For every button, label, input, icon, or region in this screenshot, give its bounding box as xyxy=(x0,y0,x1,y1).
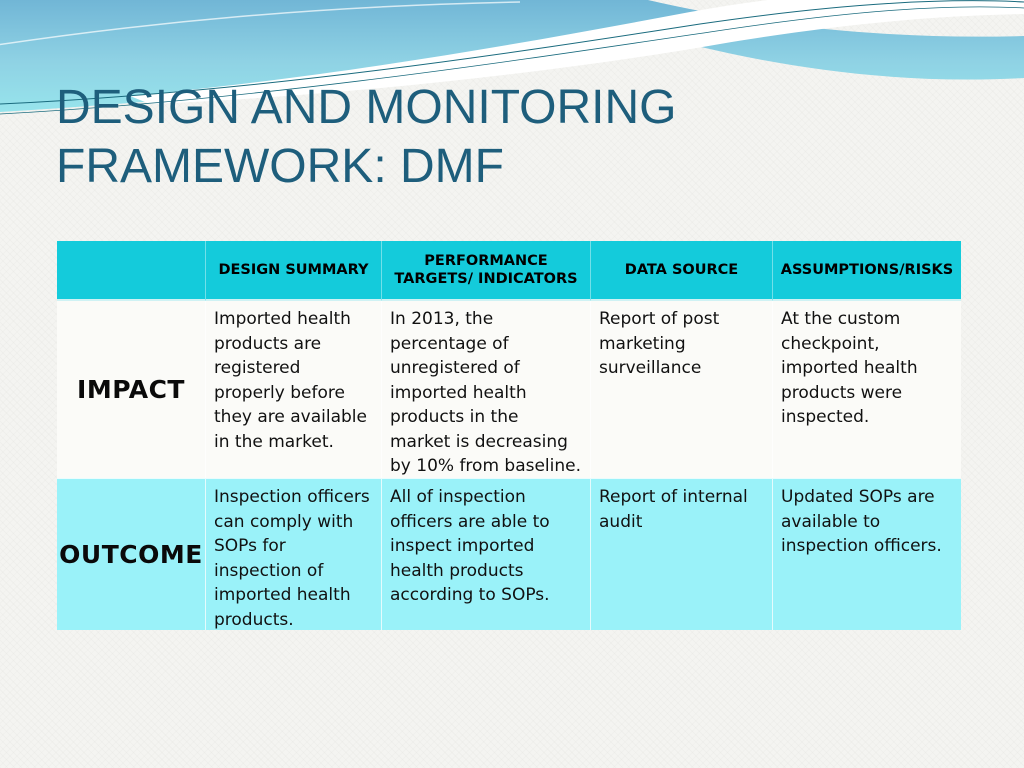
outcome-row-label-cell: OUTCOME xyxy=(57,478,205,630)
header-label: DESIGN SUMMARY xyxy=(218,262,369,278)
outcome-data-source-cell: Report of internal audit xyxy=(590,478,772,630)
outcome-performance-cell: All of inspection officers are able to i… xyxy=(381,478,590,630)
impact-row-label-cell: IMPACT xyxy=(57,301,205,478)
wave-white-swoosh xyxy=(130,0,1024,104)
slide-title: DESIGN AND MONITORING FRAMEWORK: DMF xyxy=(56,78,776,196)
outcome-assumptions-cell: Updated SOPs are available to inspection… xyxy=(772,478,961,630)
wave-thin-line-1 xyxy=(0,0,1024,105)
impact-assumptions-cell: At the custom checkpoint, imported healt… xyxy=(772,301,961,478)
wave-thin-line-2 xyxy=(0,6,1024,115)
dmf-table: DESIGN SUMMARY PERFORMANCE TARGETS/ INDI… xyxy=(57,241,961,630)
header-cell-performance-targets: PERFORMANCE TARGETS/ INDICATORS xyxy=(381,241,590,301)
header-cell-assumptions-risks: ASSUMPTIONS/RISKS xyxy=(772,241,961,301)
impact-data-source-cell: Report of post marketing surveillance xyxy=(590,301,772,478)
header-cell-row-label xyxy=(57,241,205,301)
header-label: ASSUMPTIONS/RISKS xyxy=(780,262,954,278)
header-cell-data-source: DATA SOURCE xyxy=(590,241,772,301)
header-label: PERFORMANCE TARGETS/ INDICATORS xyxy=(394,253,578,287)
slide-title-line-2: FRAMEWORK: DMF xyxy=(56,140,504,193)
header-cell-design-summary: DESIGN SUMMARY xyxy=(205,241,381,301)
header-label: DATA SOURCE xyxy=(624,262,739,278)
impact-performance-cell: In 2013, the percentage of unregistered … xyxy=(381,301,590,478)
impact-design-summary-cell: Imported health products are registered … xyxy=(205,301,381,478)
slide-title-line-1: DESIGN AND MONITORING xyxy=(56,81,677,134)
outcome-design-summary-cell: Inspection officers can comply with SOPs… xyxy=(205,478,381,630)
wave-white-arc xyxy=(0,1,521,46)
decorative-wave-banner xyxy=(0,0,1024,115)
